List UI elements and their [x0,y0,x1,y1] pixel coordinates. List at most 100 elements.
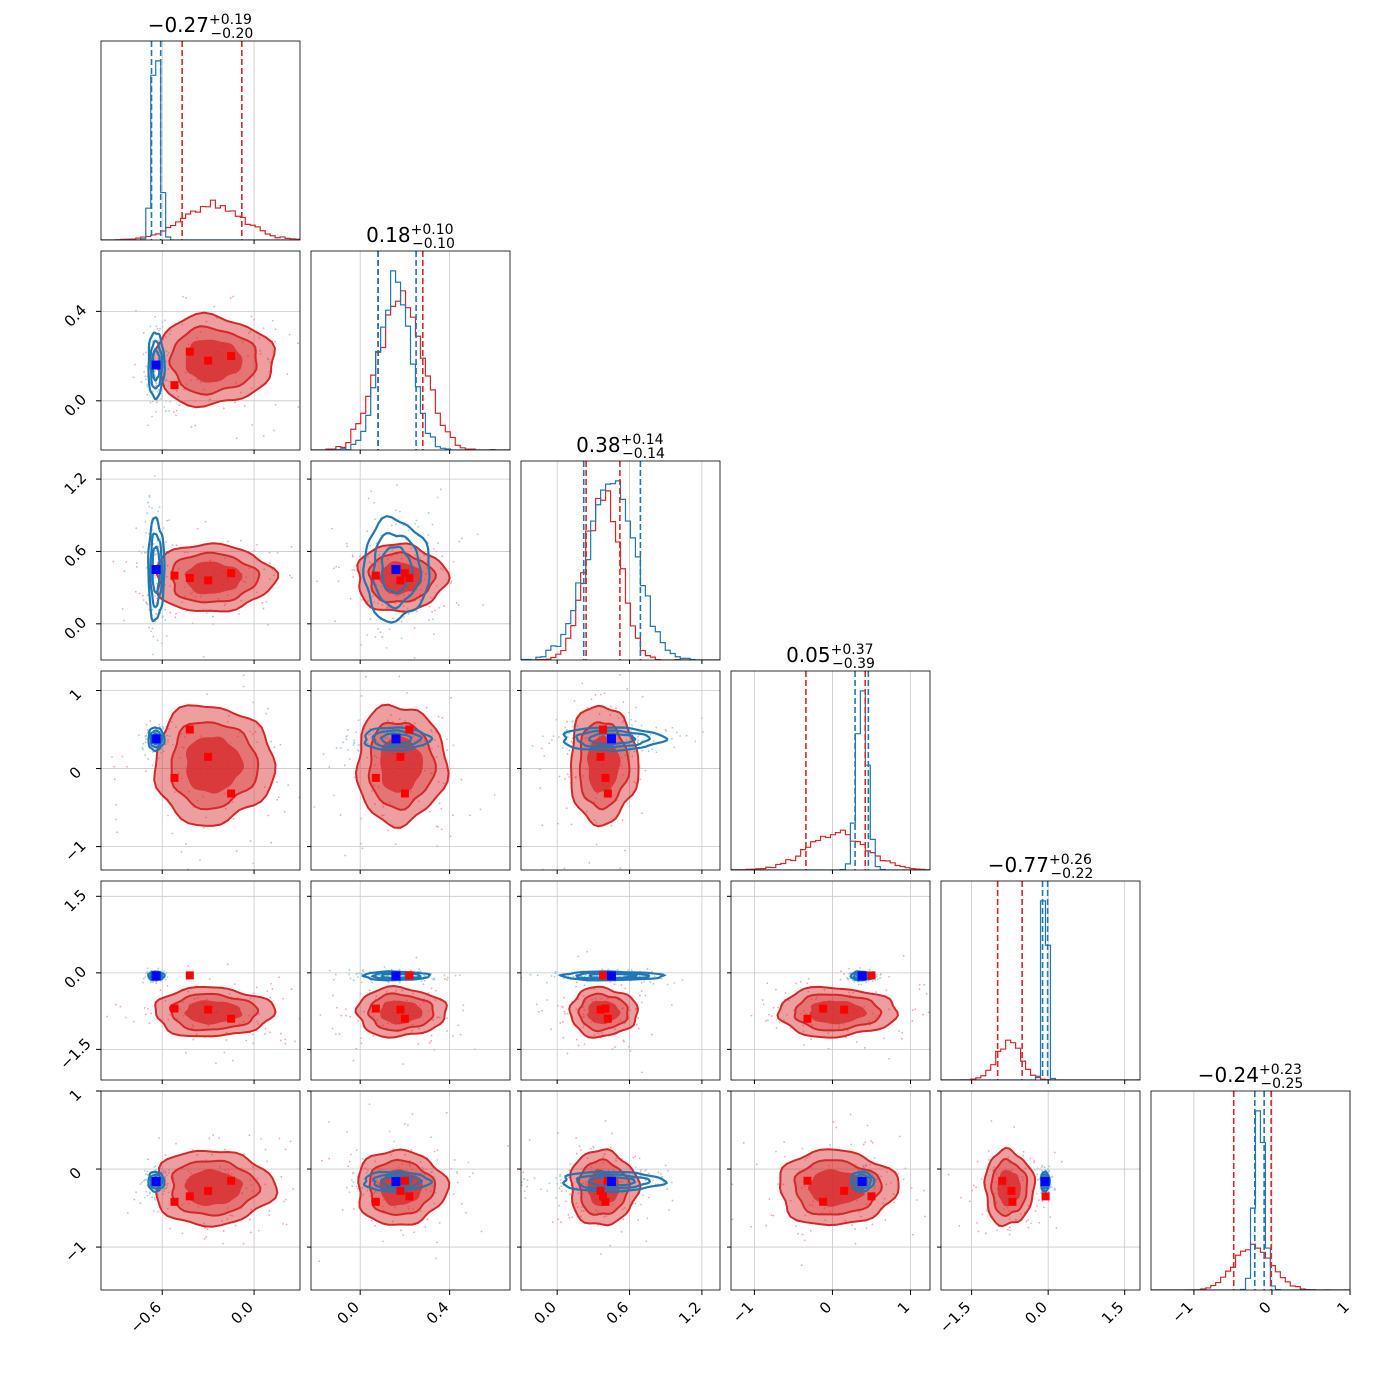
red-sample-point [614,1028,616,1031]
blue-sample-point [862,1164,865,1167]
blue-sample-point [851,979,854,982]
blue-sample-point [633,750,636,753]
red-sample-point [249,840,252,843]
blue-sample-point [168,333,171,336]
red-sample-point [731,1218,734,1221]
blue-sample-point [406,607,409,610]
red-marker [867,971,876,980]
panel-2-1 [310,460,511,661]
red-sample-point [174,616,177,619]
red-sample-point [630,730,633,733]
red-sample-point [800,1264,803,1267]
red-marker [185,725,194,734]
blue-sample-point [363,1177,366,1180]
red-sample-point [425,1188,428,1191]
red-sample-point [188,790,191,793]
red-sample-point [182,1014,185,1017]
red-sample-point [181,1001,184,1003]
red-sample-point [803,1239,806,1242]
blue-sample-point [425,975,427,977]
diag-panel-1: 0.18+0.10 −0.10 [310,222,511,451]
red-sample-point [404,1153,407,1156]
red-sample-point [135,562,138,565]
red-sample-point [190,1172,192,1175]
red-sample-point [430,1136,433,1139]
red-sample-point [1036,1205,1038,1208]
blue-sample-point [147,532,150,535]
blue-sample-point [431,978,434,981]
blue-sample-point [160,1170,163,1173]
blue-sample-point [412,735,414,738]
red-sample-point [1029,1157,1032,1160]
diag-frame [100,40,301,241]
red-sample-point [335,747,338,749]
red-sample-point [231,800,234,803]
blue-sample-point [385,646,388,649]
red-sample-point [976,1221,979,1224]
blue-sample-point [342,741,345,744]
red-sample-point [1027,1204,1030,1207]
red-sample-point [637,1017,639,1019]
red-sample-point [268,370,271,373]
red-sample-point [865,1227,868,1230]
red-sample-point [846,1029,849,1032]
blue-sample-point [636,741,639,744]
blue-sample-point [387,558,389,560]
diag-panel-0: −0.27+0.19 −0.20 [100,12,301,241]
red-sample-point [249,1231,252,1234]
blue-sample-point [452,744,455,747]
red-sample-point [564,1012,566,1015]
red-sample-point [1027,1219,1029,1221]
blue-sample-point [144,1173,147,1175]
blue-sample-point [155,401,158,404]
blue-sample-point [1040,1169,1043,1172]
red-sample-point [316,580,319,583]
blue-sample-point [879,977,882,979]
diag-frame [1150,1090,1351,1291]
red-sample-point [361,847,364,850]
red-sample-point [379,631,382,634]
red-sample-point [619,1180,621,1183]
red-sample-point [181,295,184,298]
red-sample-point [321,1159,323,1162]
red-sample-point [332,994,334,997]
blue-sample-point [155,550,158,552]
red-sample-point [264,1148,267,1151]
red-sample-point [181,323,184,326]
red-sample-point [386,1022,389,1025]
panel-4-3 [730,880,931,1081]
red-sample-point [194,424,197,427]
red-sample-point [227,540,229,543]
red-marker [803,1176,812,1185]
blue-sample-point [865,981,868,983]
blue-sample-point [157,967,159,970]
red-sample-point [568,776,570,778]
red-sample-point [765,1224,768,1227]
red-sample-point [768,1013,770,1016]
blue-sample-point [420,740,423,743]
red-sample-point [411,1029,414,1032]
red-sample-point [862,1143,865,1146]
red-sample-point [372,1015,375,1018]
blue-sample-point [370,490,373,493]
blue-sample-point [146,1173,149,1176]
red-sample-point [634,706,637,709]
red-sample-point [1033,1159,1036,1162]
red-sample-point [247,355,250,357]
blue-sample-point [871,980,874,983]
blue-sample-point [634,720,637,722]
blue-sample-point [400,637,403,640]
red-sample-point [227,1168,230,1171]
red-sample-point [573,699,576,702]
blue-sample-point [414,522,417,525]
blue-sample-point [146,393,149,396]
red-sample-point [550,1028,552,1031]
red-sample-point [346,545,349,548]
red-sample-point [250,1184,253,1186]
red-sample-point [473,1048,476,1051]
red-sample-point [394,602,397,605]
red-sample-point [980,1178,983,1181]
red-sample-point [434,609,436,612]
red-sample-point [915,1199,918,1201]
red-sample-point [122,619,125,622]
